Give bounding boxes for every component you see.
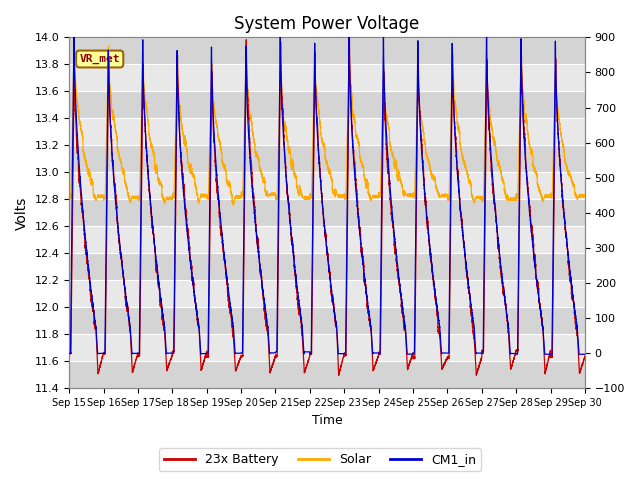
Bar [69,280,585,307]
Bar [69,335,585,361]
Bar [69,91,585,119]
Bar [69,37,585,64]
Bar [69,172,585,199]
Bar [69,307,585,335]
Bar [69,361,585,388]
Bar [69,253,585,280]
Text: VR_met: VR_met [79,54,120,64]
Title: System Power Voltage: System Power Voltage [234,15,420,33]
Bar [69,199,585,227]
Bar [69,145,585,172]
X-axis label: Time: Time [312,414,342,427]
Bar [69,64,585,91]
Y-axis label: Volts: Volts [15,196,29,229]
Bar [69,119,585,145]
Bar [69,227,585,253]
Legend: 23x Battery, Solar, CM1_in: 23x Battery, Solar, CM1_in [159,448,481,471]
